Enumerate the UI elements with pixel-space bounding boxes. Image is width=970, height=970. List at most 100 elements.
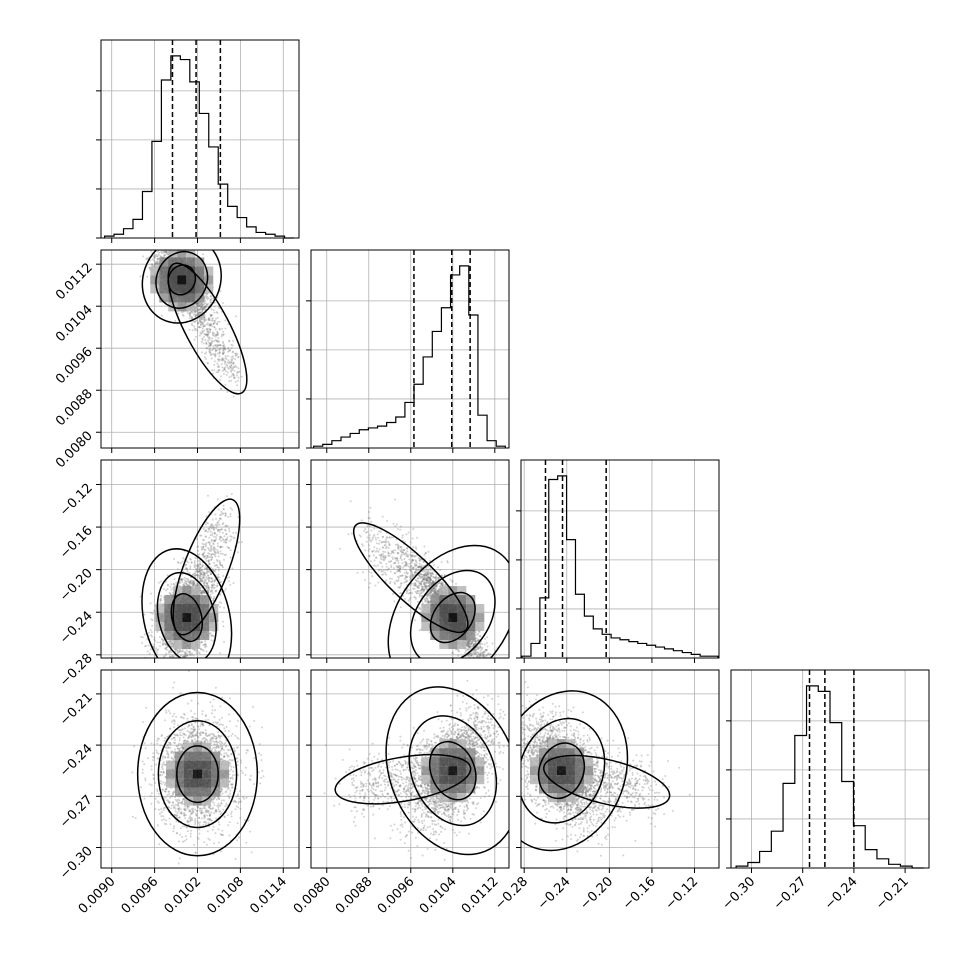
histogram-bin	[199, 113, 208, 238]
scatter-point	[209, 342, 212, 345]
histogram-bin	[378, 426, 387, 448]
scatter-point	[222, 333, 225, 336]
y-tick-label: −0.16	[57, 523, 96, 562]
scatter-point	[166, 244, 168, 246]
scatter-point	[164, 665, 166, 667]
scatter-point	[205, 333, 208, 336]
histogram-bin	[256, 232, 265, 238]
scatter-point	[197, 302, 200, 305]
scatter-point	[154, 262, 157, 265]
scatter-point	[202, 253, 204, 256]
scatter-point	[205, 293, 208, 296]
scatter-point	[156, 258, 159, 261]
scatter-point	[219, 289, 222, 292]
scatter-point	[169, 243, 171, 245]
x-tick-label: −0.30	[720, 874, 759, 913]
scatter-point	[203, 325, 206, 328]
scatter-point	[147, 644, 150, 647]
histogram-3-frame	[730, 669, 930, 869]
scatter-point	[222, 344, 225, 347]
scatter-point	[228, 580, 230, 583]
scatter-point	[193, 325, 196, 328]
scatter-point	[203, 320, 206, 323]
scatter-point	[196, 665, 198, 667]
scatter-point	[215, 311, 218, 314]
scatter-point	[232, 582, 235, 585]
scatter-point	[160, 671, 162, 673]
scatter-point	[214, 319, 217, 322]
scatter-point	[167, 670, 169, 672]
scatter-point	[153, 256, 156, 259]
y-tick-label: 0.0104	[53, 302, 96, 345]
histogram-bin	[575, 594, 584, 658]
scatter-point	[234, 354, 237, 357]
scatter-point	[213, 334, 215, 337]
scatter-point	[147, 663, 149, 665]
scatter-point	[211, 349, 214, 352]
scatter-point	[163, 254, 166, 257]
scatter-point	[235, 315, 237, 318]
histogram-outline-2	[521, 475, 719, 658]
scatter-point	[200, 305, 203, 308]
histogram-bin	[656, 647, 665, 658]
scatter-point	[186, 659, 188, 661]
scatter-point	[152, 255, 155, 258]
scatter-point	[211, 337, 214, 340]
scatter-point	[183, 674, 185, 676]
scatter-point	[189, 312, 192, 315]
scatter-point	[201, 351, 204, 354]
histogram-outline-1	[313, 265, 506, 448]
scatter-point	[175, 247, 177, 249]
histogram-bin	[830, 723, 842, 868]
scatter-point	[232, 362, 235, 365]
scatter-point	[213, 326, 216, 329]
scatter-point	[157, 245, 159, 247]
histogram-bin	[478, 415, 487, 448]
scatter-point	[209, 299, 212, 302]
scatter-point	[218, 358, 221, 361]
scatter-point	[232, 367, 235, 370]
scatter-point	[213, 305, 216, 308]
scatter-point	[213, 332, 216, 335]
scatter-point	[164, 251, 167, 254]
scatter-point	[175, 666, 177, 668]
scatter-point	[151, 671, 153, 673]
scatter-point	[230, 379, 233, 382]
scatter-point	[193, 662, 195, 664]
scatter-point	[197, 302, 200, 305]
scatter-point	[171, 667, 173, 669]
histogram-bin	[853, 826, 865, 868]
scatter-point	[149, 245, 151, 247]
scatter-point	[174, 319, 177, 322]
scatter-point	[158, 671, 160, 673]
scatter-point	[163, 255, 166, 258]
scatter-point	[218, 351, 221, 353]
scatter-point	[207, 331, 210, 334]
scatter-point	[204, 305, 207, 308]
scatter-point	[165, 673, 167, 675]
scatter-point	[210, 295, 213, 298]
scatter-point	[214, 317, 217, 320]
scatter-point	[221, 327, 224, 330]
scatter-point	[198, 326, 201, 329]
scatter-point	[188, 675, 190, 677]
scatter-point	[156, 262, 159, 265]
scatter-point	[225, 358, 228, 360]
scatter-point	[236, 374, 238, 377]
scatter-point	[224, 327, 227, 330]
scatter-point	[196, 307, 199, 310]
histogram-bin	[673, 651, 682, 658]
scatter-point	[202, 327, 204, 330]
scatter-point	[224, 348, 227, 351]
histogram-bin	[133, 219, 142, 238]
scatter-point	[206, 303, 208, 306]
scatter-point	[162, 251, 165, 254]
scatter-point	[198, 309, 201, 311]
scatter-point	[215, 333, 218, 336]
histogram-bin	[842, 782, 854, 868]
scatter-point	[158, 659, 160, 661]
scatter-point	[200, 306, 202, 309]
scatter-point	[163, 254, 166, 257]
scatter-point	[218, 328, 221, 331]
